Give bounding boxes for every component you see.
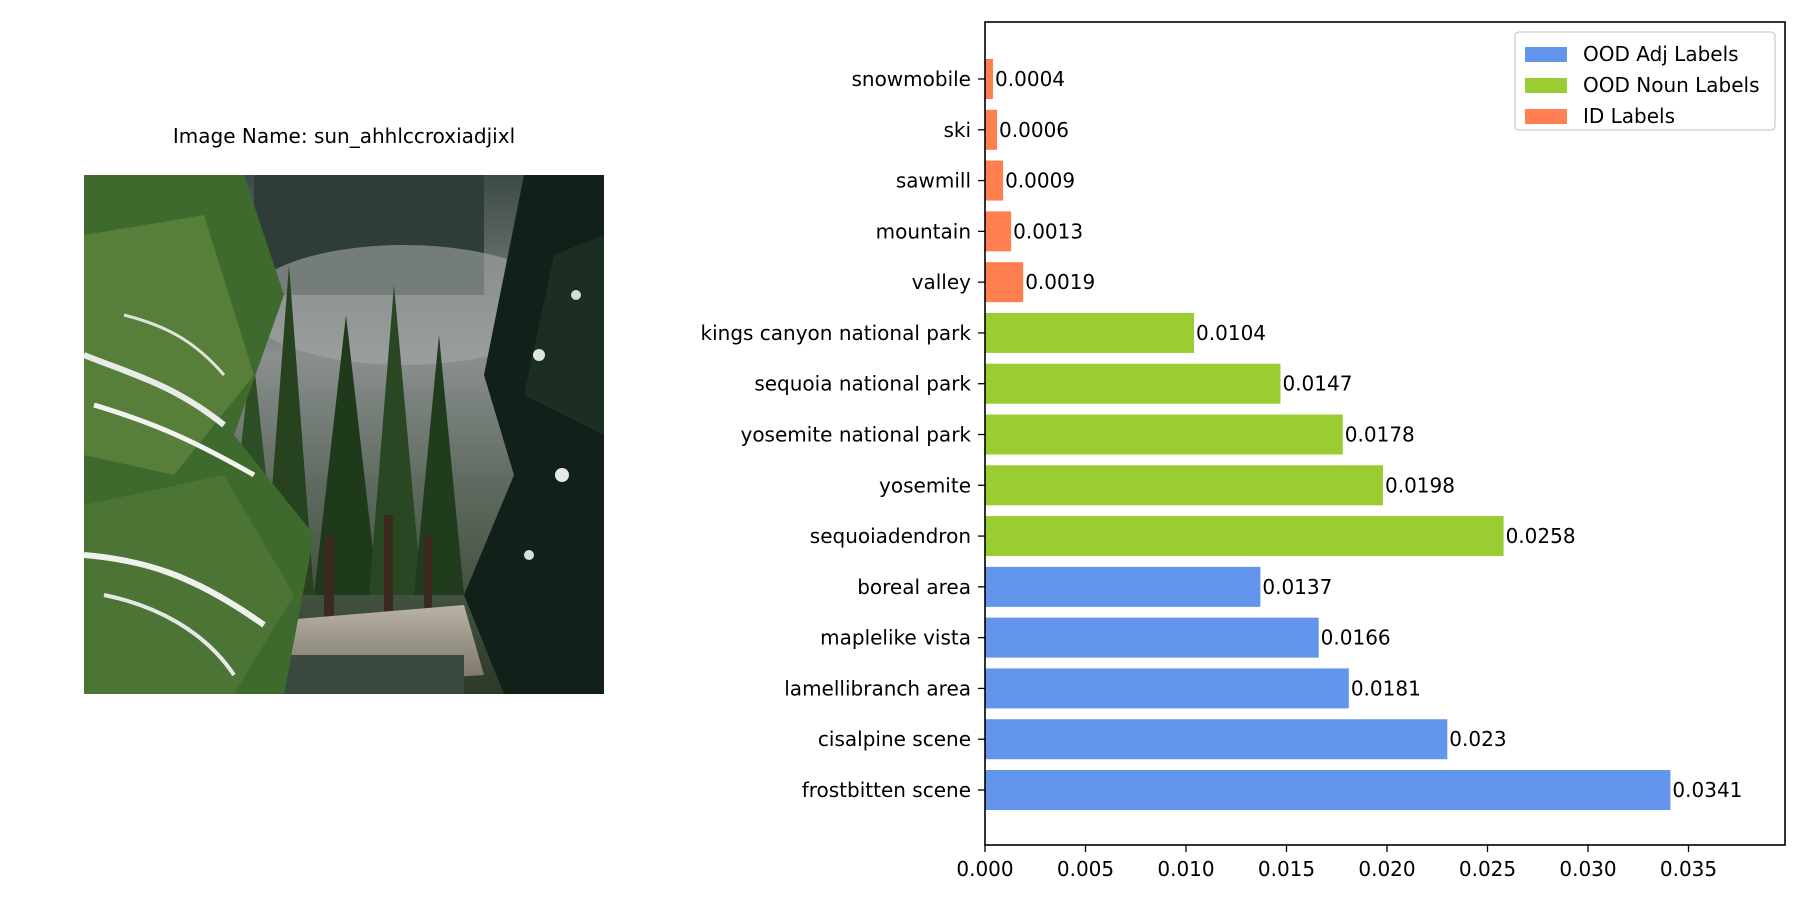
image-name-title: Image Name: sun_ahhlccroxiadjixl	[172, 124, 516, 148]
legend-box	[1514, 31, 1776, 131]
bar	[985, 160, 1004, 201]
bar	[985, 668, 1349, 709]
bar-value-label: 0.0009	[1005, 169, 1075, 193]
category-tick-label: frostbitten scene	[802, 778, 971, 802]
category-tick-label: kings canyon national park	[701, 321, 972, 345]
category-tick-label: valley	[912, 270, 972, 294]
bar-value-label: 0.023	[1449, 727, 1506, 751]
category-tick-label: boreal area	[857, 575, 971, 599]
x-tick-label: 0.015	[1258, 857, 1315, 881]
bar-value-label: 0.0006	[999, 118, 1069, 142]
category-tick-label: sequoia national park	[754, 372, 971, 396]
x-tick-label: 0.035	[1660, 857, 1717, 881]
bar-value-label: 0.0341	[1672, 778, 1742, 802]
x-tick-label: 0.020	[1358, 857, 1415, 881]
bar-value-label: 0.0181	[1351, 676, 1421, 700]
x-tick-label: 0.010	[1157, 857, 1214, 881]
category-tick-label: maplelike vista	[820, 626, 971, 650]
category-tick-label: sawmill	[896, 169, 971, 193]
x-tick-label: 0.025	[1459, 857, 1516, 881]
category-tick-label: ski	[943, 118, 971, 142]
x-tick-label: 0.005	[1057, 857, 1114, 881]
legend-swatch	[1525, 109, 1567, 124]
bar-value-label: 0.0166	[1321, 626, 1391, 650]
bar	[985, 109, 998, 150]
x-tick-label: 0.030	[1559, 857, 1616, 881]
bar-value-label: 0.0137	[1262, 575, 1332, 599]
category-tick-label: yosemite national park	[740, 423, 971, 447]
legend-entry-label: OOD Adj Labels	[1583, 42, 1739, 66]
legend-swatch	[1525, 78, 1567, 93]
legend-entry-label: OOD Noun Labels	[1583, 73, 1760, 97]
bar-value-label: 0.0178	[1345, 423, 1415, 447]
legend-entry-label: ID Labels	[1583, 104, 1675, 128]
bar-value-label: 0.0004	[995, 67, 1065, 91]
bar-value-label: 0.0198	[1385, 473, 1455, 497]
bar	[985, 617, 1319, 658]
bar	[985, 312, 1195, 353]
bar	[985, 770, 1671, 810]
bar	[985, 211, 1012, 252]
category-tick-label: mountain	[876, 219, 971, 243]
bar	[985, 516, 1504, 557]
bar	[985, 566, 1261, 607]
bar	[985, 363, 1281, 404]
bar-value-label: 0.0013	[1013, 219, 1083, 243]
bar	[985, 262, 1024, 303]
x-tick-label: 0.000	[956, 857, 1013, 881]
bar-value-label: 0.0258	[1506, 524, 1576, 548]
bar-value-label: 0.0147	[1282, 372, 1352, 396]
category-tick-label: yosemite	[879, 473, 971, 497]
bar	[985, 719, 1448, 760]
category-tick-label: lamellibranch area	[784, 676, 971, 700]
forest-snow-scene-image	[84, 175, 604, 694]
bar	[985, 465, 1383, 506]
category-tick-label: snowmobile	[851, 67, 971, 91]
category-tick-label: cisalpine scene	[818, 727, 971, 751]
bar-value-label: 0.0019	[1025, 270, 1095, 294]
bar	[985, 59, 994, 99]
plot-frame	[984, 21, 1786, 846]
category-tick-label: sequoiadendron	[810, 524, 971, 548]
bar-value-label: 0.0104	[1196, 321, 1266, 345]
chart-legend: OOD Adj Labels OOD Noun Labels ID Labels	[1514, 31, 1776, 131]
legend-swatch	[1525, 47, 1567, 62]
bar	[985, 414, 1343, 455]
